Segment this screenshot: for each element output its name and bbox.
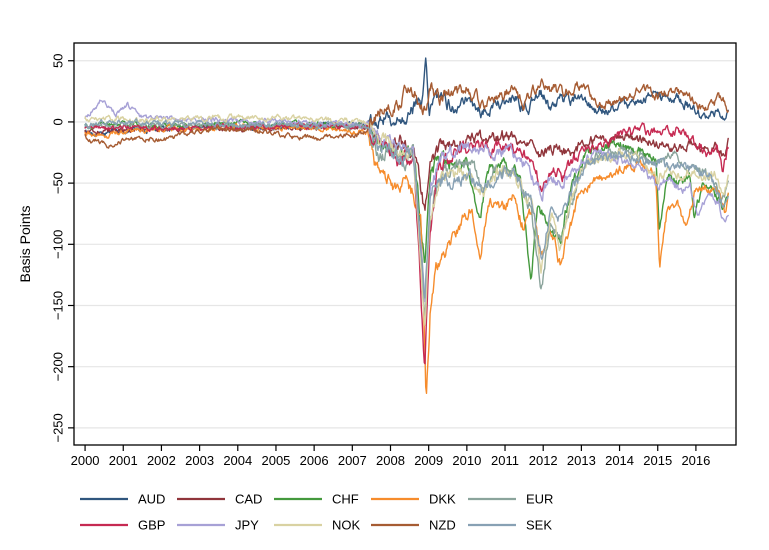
series-line-GBP (84, 121, 729, 365)
x-tick-label: 2014 (605, 453, 634, 468)
legend-item-NZD: NZD (371, 518, 456, 533)
y-tick-label: −150 (51, 291, 66, 320)
y-axis-title: Basis Points (17, 205, 33, 282)
legend-label-GBP: GBP (138, 518, 165, 533)
x-tick-label: 2008 (376, 453, 405, 468)
x-tick-label: 2005 (261, 453, 290, 468)
legend-item-GBP: GBP (80, 518, 165, 533)
x-tick-label: 2012 (529, 453, 558, 468)
series-line-SEK (84, 118, 729, 299)
x-tick-label: 2002 (147, 453, 176, 468)
legend-label-CHF: CHF (332, 492, 359, 507)
y-tick-label: 50 (51, 54, 66, 68)
legend-item-DKK: DKK (371, 492, 456, 507)
legend-label-NOK: NOK (332, 518, 361, 533)
legend-label-AUD: AUD (138, 492, 165, 507)
legend-label-SEK: SEK (526, 518, 552, 533)
legend-item-CHF: CHF (274, 492, 359, 507)
y-tick-label: −200 (51, 352, 66, 381)
y-tick-label: 0 (51, 118, 66, 125)
legend-label-NZD: NZD (429, 518, 456, 533)
x-tick-label: 2001 (109, 453, 138, 468)
series-line-DKK (84, 122, 729, 394)
y-tick-label: −250 (51, 413, 66, 442)
series-line-NZD (84, 78, 729, 149)
x-tick-label: 2016 (681, 453, 710, 468)
x-tick-label: 2003 (185, 453, 214, 468)
legend-item-NOK: NOK (274, 518, 361, 533)
y-tick-label: −100 (51, 230, 66, 259)
x-tick-label: 2006 (300, 453, 329, 468)
x-tick-label: 2007 (338, 453, 367, 468)
x-tick-label: 2004 (223, 453, 252, 468)
y-tick-label: −50 (51, 172, 66, 194)
legend-item-AUD: AUD (80, 492, 165, 507)
x-tick-label: 2015 (643, 453, 672, 468)
x-tick-label: 2010 (452, 453, 481, 468)
legend-item-JPY: JPY (177, 518, 259, 533)
x-tick-label: 2009 (414, 453, 443, 468)
x-tick-label: 2000 (71, 453, 100, 468)
legend-item-SEK: SEK (468, 518, 552, 533)
x-tick-label: 2011 (491, 453, 519, 468)
legend-label-EUR: EUR (526, 492, 553, 507)
legend-item-CAD: CAD (177, 492, 262, 507)
legend-item-EUR: EUR (468, 492, 553, 507)
legend-label-DKK: DKK (429, 492, 456, 507)
legend-label-JPY: JPY (235, 518, 259, 533)
plot-area (84, 57, 729, 394)
legend-label-CAD: CAD (235, 492, 262, 507)
x-tick-label: 2013 (567, 453, 596, 468)
